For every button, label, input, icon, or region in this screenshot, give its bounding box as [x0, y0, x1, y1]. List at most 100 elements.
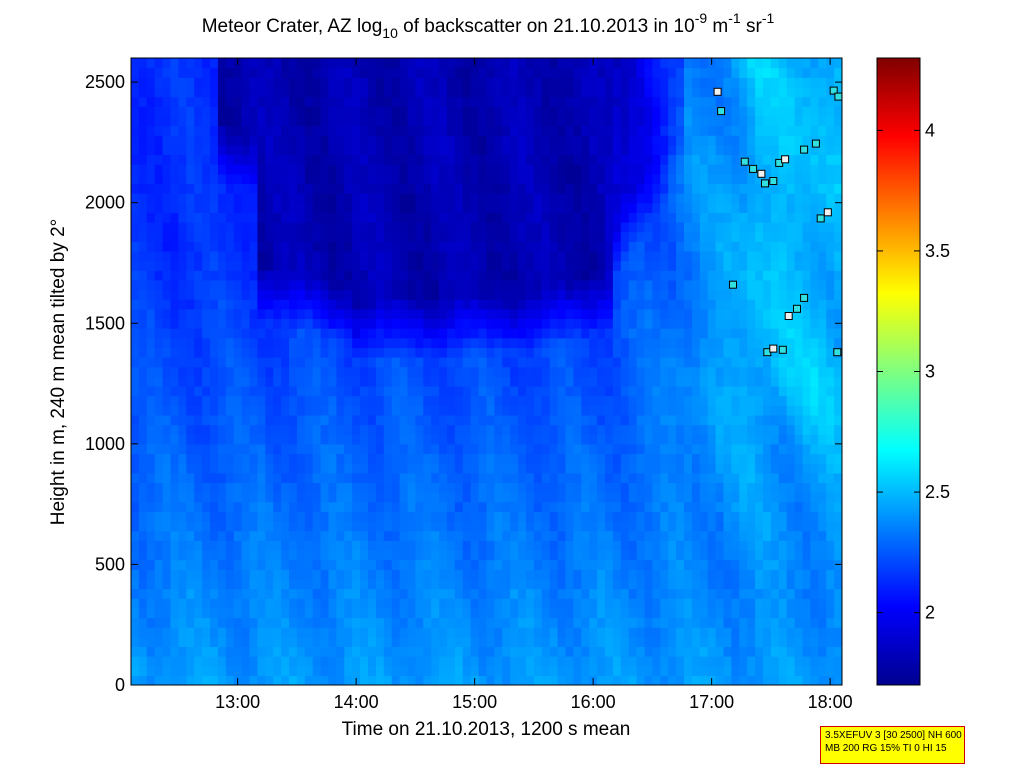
heatmap-cell	[289, 559, 298, 570]
heatmap-cell	[715, 405, 725, 416]
heatmap-cell	[225, 154, 235, 165]
heatmap-cell	[589, 337, 598, 348]
heatmap-cell	[241, 414, 251, 426]
heatmap-cell	[699, 540, 709, 551]
heatmap-cell	[320, 202, 330, 213]
heatmap-cell	[502, 318, 511, 329]
heatmap-cell	[454, 241, 464, 252]
heatmap-cell	[265, 617, 274, 628]
heatmap-cell	[581, 135, 590, 146]
heatmap-cell	[415, 250, 424, 262]
heatmap-cell	[154, 289, 164, 300]
heatmap-cell	[573, 424, 582, 435]
heatmap-cell	[699, 202, 709, 213]
heatmap-cell	[502, 135, 511, 146]
heatmap-cell	[462, 86, 472, 98]
heatmap-cell	[612, 115, 622, 127]
heatmap-cell	[454, 279, 464, 291]
heatmap-cell	[431, 221, 440, 233]
heatmap-cell	[691, 299, 701, 310]
heatmap-cell	[352, 183, 361, 194]
heatmap-cell	[573, 308, 582, 320]
heatmap-cell	[281, 125, 290, 136]
heatmap-cell	[360, 492, 369, 503]
heatmap-cell	[170, 627, 179, 638]
heatmap-cell	[233, 86, 243, 98]
heatmap-cell	[684, 328, 693, 339]
heatmap-cell	[431, 135, 440, 146]
heatmap-cell	[533, 308, 543, 320]
heatmap-cell	[328, 96, 337, 107]
heatmap-cell	[454, 472, 464, 484]
heatmap-cell	[526, 67, 535, 78]
heatmap-cell	[249, 173, 258, 184]
heatmap-cell	[486, 414, 495, 426]
heatmap-cell	[241, 125, 251, 136]
heatmap-cell	[217, 77, 227, 88]
heatmap-cell	[494, 67, 503, 78]
heatmap-cell	[439, 125, 448, 136]
heatmap-cell	[541, 376, 551, 387]
heatmap-cell	[415, 202, 424, 213]
heatmap-cell	[383, 347, 393, 358]
heatmap-cell	[233, 366, 243, 377]
heatmap-cell	[146, 627, 156, 638]
heatmap-cell	[518, 549, 527, 561]
heatmap-cell	[715, 434, 725, 445]
heatmap-cell	[454, 115, 464, 127]
heatmap-cell	[652, 656, 661, 667]
heatmap-cell	[375, 366, 385, 377]
heatmap-cell	[691, 598, 701, 609]
heatmap-cell	[565, 318, 574, 329]
heatmap-cell	[557, 463, 567, 474]
heatmap-cell	[194, 482, 203, 493]
heatmap-cell	[644, 636, 653, 648]
heatmap-cell	[431, 559, 440, 570]
heatmap-cell	[383, 366, 393, 377]
heatmap-cell	[375, 540, 385, 551]
heatmap-cell	[431, 395, 440, 406]
heatmap-cell	[462, 521, 472, 532]
heatmap-cell	[360, 357, 369, 368]
heatmap-cell	[533, 328, 543, 339]
heatmap-cell	[731, 521, 740, 532]
heatmap-cell	[478, 578, 488, 590]
heatmap-cell	[407, 193, 416, 204]
heatmap-cell	[186, 665, 195, 676]
heatmap-cell	[241, 299, 251, 310]
heatmap-cell	[178, 250, 187, 262]
heatmap-cell	[510, 607, 519, 619]
heatmap-cell	[597, 212, 606, 223]
heatmap-cell	[194, 154, 203, 165]
heatmap-cell	[407, 646, 416, 657]
heatmap-cell	[344, 347, 353, 358]
heatmap-cell	[391, 212, 401, 223]
heatmap-cell	[526, 501, 535, 512]
heatmap-cell	[383, 144, 393, 156]
heatmap-cell	[486, 299, 495, 310]
heatmap-cell	[597, 86, 606, 98]
heatmap-cell	[383, 164, 393, 175]
heatmap-cell	[233, 241, 243, 252]
heatmap-cell	[589, 299, 598, 310]
heatmap-cell	[131, 549, 140, 561]
heatmap-cell	[715, 96, 725, 107]
heatmap-cell	[138, 347, 148, 358]
heatmap-cell	[691, 77, 701, 88]
heatmap-cell	[383, 511, 393, 522]
heatmap-cell	[360, 173, 369, 184]
heatmap-cell	[518, 588, 527, 599]
heatmap-cell	[391, 106, 401, 117]
heatmap-cell	[581, 77, 590, 88]
heatmap-cell	[533, 665, 543, 676]
heatmap-cell	[210, 96, 219, 107]
heatmap-cell	[684, 607, 693, 619]
heatmap-cell	[502, 665, 511, 676]
heatmap-cell	[265, 173, 274, 184]
heatmap-cell	[636, 202, 646, 213]
heatmap-cell	[225, 598, 235, 609]
heatmap-cell	[589, 77, 598, 88]
heatmap-cell	[549, 357, 559, 368]
heatmap-cell	[707, 665, 717, 676]
heatmap-cell	[526, 511, 535, 522]
